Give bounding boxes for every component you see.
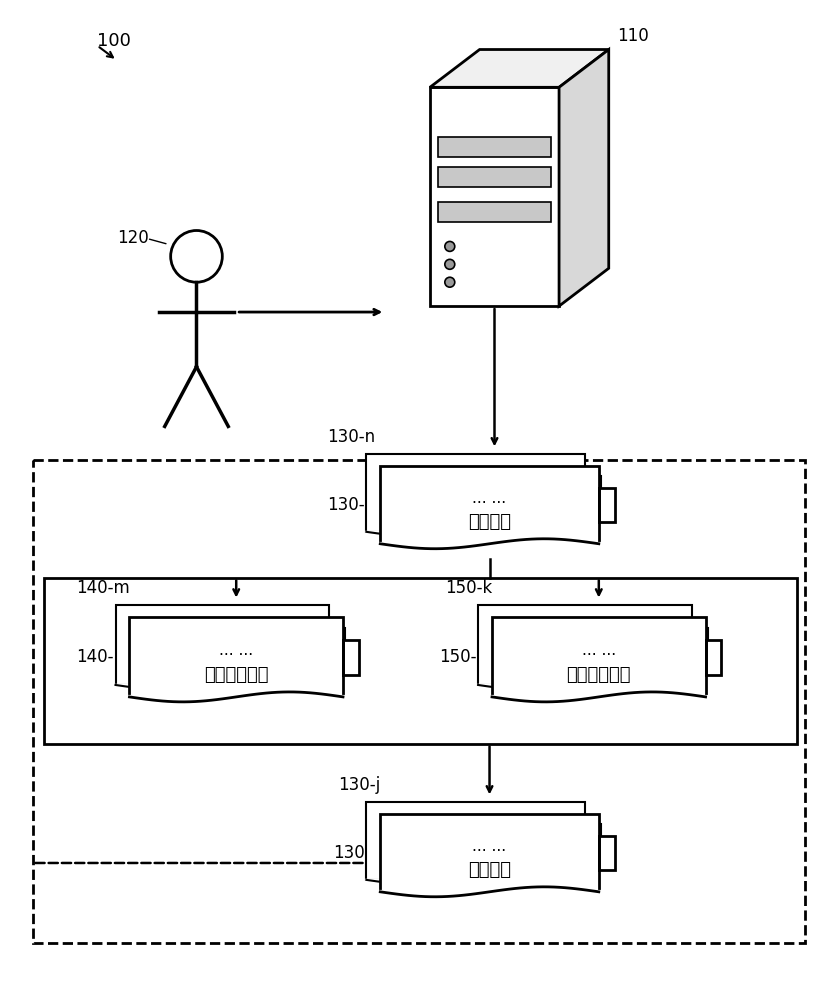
Bar [438,167,551,187]
Text: 150-1: 150-1 [439,648,487,666]
Text: ... ...: ... ... [473,491,507,506]
Text: 违停风险数据: 违停风险数据 [566,666,631,684]
Text: 140-m: 140-m [75,579,129,597]
Bar [380,466,599,544]
Polygon shape [559,50,608,306]
Bar [492,617,706,697]
Bar [585,476,601,510]
Bar [706,640,722,675]
Bar [116,605,329,685]
Bar [329,628,345,663]
Text: 140-1: 140-1 [76,648,125,666]
Text: 用户体验数据: 用户体验数据 [204,666,268,684]
Bar [599,836,615,870]
Text: 100: 100 [97,32,131,50]
Bar [478,605,691,685]
Text: 110: 110 [617,27,649,45]
Bar [366,802,585,880]
Text: 130-n: 130-n [327,428,375,446]
Bar [599,488,615,522]
Bar [33,460,805,943]
Text: 120: 120 [117,229,149,247]
Bar [343,640,359,675]
Bar [438,137,551,157]
Polygon shape [430,50,608,87]
Circle shape [445,277,455,287]
Bar [129,617,343,697]
Circle shape [445,259,455,269]
Bar [585,824,601,858]
Bar [44,578,798,744]
Text: ... ...: ... ... [473,839,507,854]
Text: ... ...: ... ... [220,643,253,658]
Circle shape [171,231,222,282]
Bar [691,628,707,663]
Text: 150-k: 150-k [445,579,492,597]
Bar [366,454,585,532]
Circle shape [445,241,455,251]
Bar [380,814,599,892]
Text: 停靠位置: 停靠位置 [468,513,511,531]
Bar [430,87,559,306]
Bar [438,202,551,222]
Text: 130-i: 130-i [333,844,375,862]
Text: 停靠位置: 停靠位置 [468,861,511,879]
Text: 130-1: 130-1 [327,496,375,514]
Text: 130-j: 130-j [338,776,380,794]
Text: ... ...: ... ... [582,643,616,658]
